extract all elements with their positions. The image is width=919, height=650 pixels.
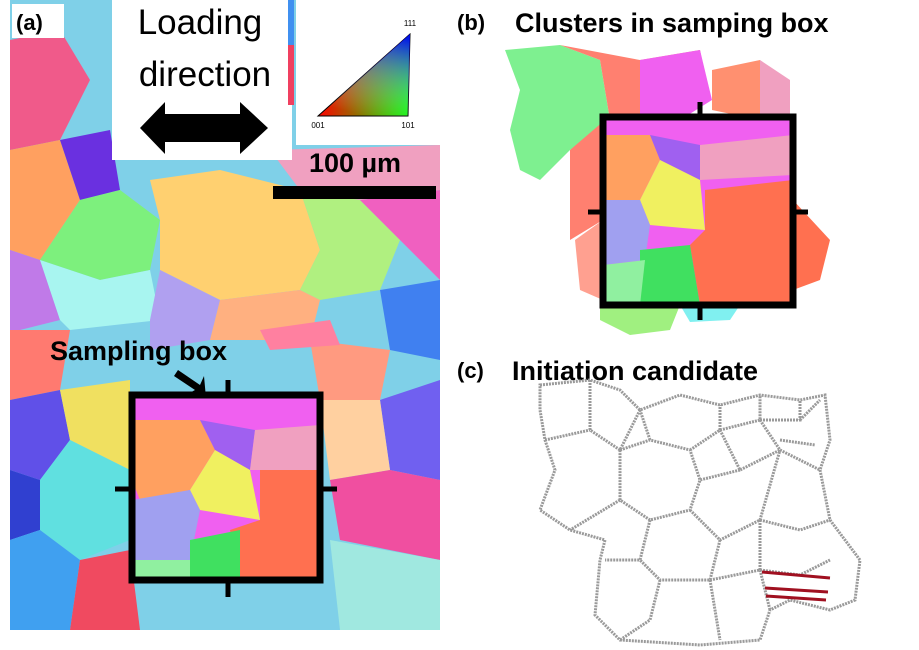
annotation: Sampling box: [50, 336, 227, 366]
legend-strip: [288, 45, 294, 105]
sampling-box: [115, 380, 337, 597]
triangle-label: 111: [404, 19, 417, 28]
panel-label: (c): [457, 358, 484, 383]
panel-label: (b): [457, 10, 485, 35]
triangle-label: 101: [401, 121, 415, 130]
scale-bar-label: 100 µm: [309, 148, 401, 178]
legend-title: direction: [139, 55, 271, 94]
sampling-box: [588, 102, 808, 320]
legend-title: Loading: [138, 3, 263, 42]
pointer-arrow: [174, 370, 206, 398]
double-arrow: [140, 102, 268, 154]
boundary-network: [538, 378, 862, 647]
panel-title: Initiation candidate: [512, 356, 758, 386]
panel-label: (a): [16, 10, 43, 35]
ipf-triangle-overlay: [318, 34, 410, 116]
legend-strip: [288, 0, 294, 45]
label-bg: [12, 4, 64, 38]
cluster-map: [505, 45, 830, 335]
scale-bar: [273, 186, 436, 199]
panel-title: Clusters in samping box: [515, 8, 829, 38]
triangle-label: 001: [311, 121, 325, 130]
